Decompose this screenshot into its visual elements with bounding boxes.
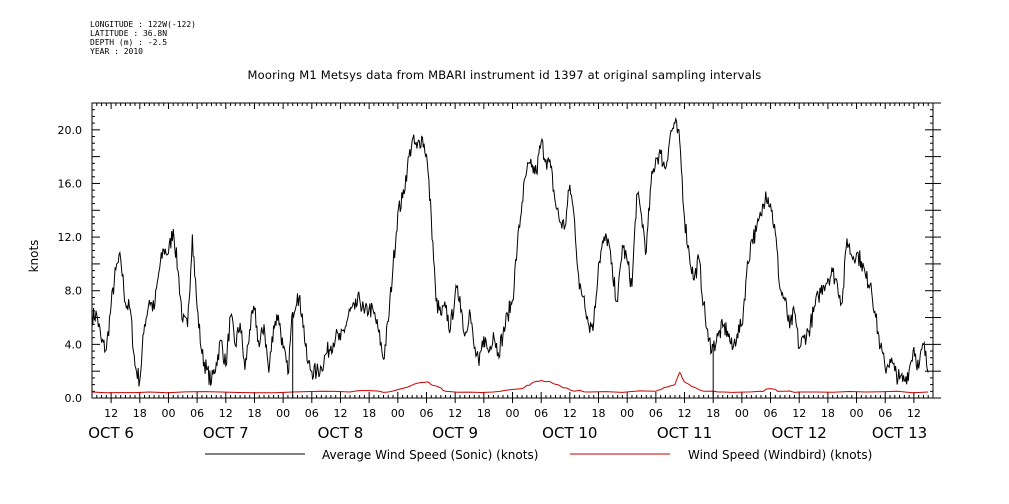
- y-axis-label: knots: [27, 240, 41, 273]
- x-hour-tick-label: 06: [534, 407, 548, 420]
- x-hour-tick-label: 00: [391, 407, 405, 420]
- depth-label: DEPTH (m) : -2.5: [90, 38, 168, 47]
- x-hour-tick-label: 18: [247, 407, 261, 420]
- metadata-block: LONGITUDE : 122W(-122) LATITUDE : 36.8N …: [90, 20, 196, 56]
- x-hour-tick-label: 18: [821, 407, 835, 420]
- x-day-label: OCT 11: [657, 424, 712, 442]
- x-hour-tick-label: 18: [706, 407, 720, 420]
- x-hour-tick-label: 00: [506, 407, 520, 420]
- axis-ticks: 12 18 00 06 12 18 00 06 12 18 00 06 12 18 00 06 12 18 00 06…: [58, 102, 941, 442]
- chart-axes: [91, 102, 934, 399]
- x-hour-tick-label: 06: [190, 407, 204, 420]
- x-hour-tick-label: 18: [133, 407, 147, 420]
- x-hour-tick-label: 12: [104, 407, 118, 420]
- x-hour-tick-label: 18: [592, 407, 606, 420]
- x-hour-tick-label: 00: [161, 407, 175, 420]
- x-day-label: OCT 9: [432, 424, 478, 442]
- legend-label-windbird: Wind Speed (Windbird) (knots): [688, 448, 872, 462]
- x-hour-tick-label: 12: [219, 407, 233, 420]
- x-hour-tick-label: 06: [649, 407, 663, 420]
- latitude-label: LATITUDE : 36.8N: [90, 29, 168, 38]
- y-tick-label: 0.0: [65, 392, 83, 405]
- y-tick-label: 12.0: [58, 231, 83, 244]
- chart-legend: Average Wind Speed (Sonic) (knots) Wind S…: [205, 448, 872, 462]
- x-hour-tick-label: 12: [907, 407, 921, 420]
- x-hour-tick-label: 00: [276, 407, 290, 420]
- x-hour-tick-label: 18: [477, 407, 491, 420]
- longitude-label: LONGITUDE : 122W(-122): [90, 20, 196, 29]
- plot-frame: [91, 102, 934, 399]
- y-tick-label: 4.0: [65, 338, 83, 351]
- y-tick-label: 16.0: [58, 177, 83, 190]
- chart-series: [91, 116, 929, 394]
- chart-title: Mooring M1 Metsys data from MBARI instru…: [247, 68, 762, 82]
- vertical-markers: [292, 312, 714, 398]
- x-hour-tick-label: 12: [792, 407, 806, 420]
- year-label: YEAR : 2010: [90, 47, 143, 56]
- legend-label-sonic: Average Wind Speed (Sonic) (knots): [322, 448, 538, 462]
- x-day-label: OCT 6: [88, 424, 134, 442]
- x-hour-tick-label: 06: [419, 407, 433, 420]
- x-day-label: OCT 13: [872, 424, 927, 442]
- x-hour-tick-label: 06: [764, 407, 778, 420]
- x-hour-tick-label: 00: [620, 407, 634, 420]
- y-tick-label: 8.0: [65, 285, 83, 298]
- x-hour-tick-label: 00: [735, 407, 749, 420]
- x-hour-tick-label: 12: [333, 407, 347, 420]
- x-hour-tick-label: 12: [678, 407, 692, 420]
- series-line-windbird: [91, 371, 929, 394]
- x-hour-tick-label: 18: [362, 407, 376, 420]
- x-day-label: OCT 10: [542, 424, 597, 442]
- x-hour-tick-label: 12: [448, 407, 462, 420]
- x-hour-tick-label: 06: [878, 407, 892, 420]
- x-day-label: OCT 12: [772, 424, 827, 442]
- y-tick-label: 20.0: [58, 124, 83, 137]
- x-hour-tick-label: 00: [850, 407, 864, 420]
- x-hour-tick-label: 06: [305, 407, 319, 420]
- x-hour-tick-label: 12: [563, 407, 577, 420]
- series-line-sonic: [91, 116, 929, 387]
- x-day-label: OCT 8: [318, 424, 364, 442]
- x-day-label: OCT 7: [203, 424, 249, 442]
